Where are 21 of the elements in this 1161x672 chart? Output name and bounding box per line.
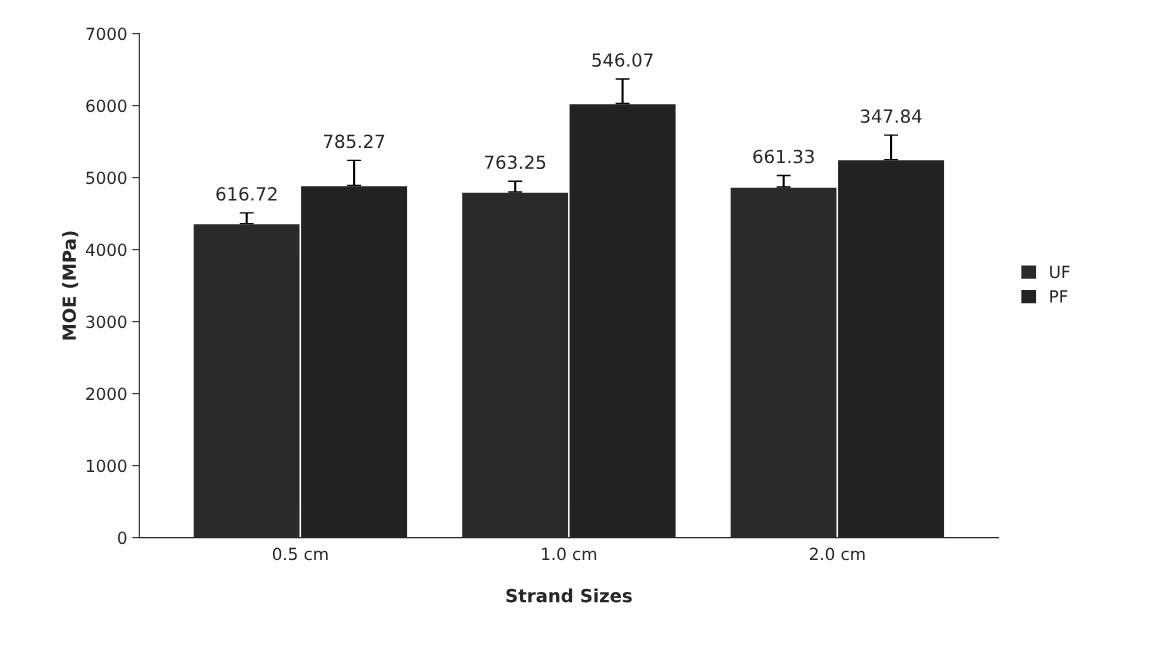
annotation: 661.33 — [753, 149, 814, 164]
y-tick-label: 1000 — [86, 459, 127, 473]
legend-label: PF — [1050, 290, 1068, 303]
annotation: 546.07 — [592, 53, 653, 67]
y-tick-label: 7000 — [86, 27, 127, 41]
x-tick-label: 1.0 cm — [542, 547, 597, 561]
annotation: 763.25 — [485, 155, 546, 170]
y-tick-label: 5000 — [86, 171, 127, 185]
annotation: 347.84 — [860, 109, 922, 123]
y-tick-label: 0 — [118, 531, 127, 545]
annotation: 616.72 — [216, 187, 277, 201]
x-tick-label: 2.0 cm — [809, 547, 865, 561]
y-tick-label: 4000 — [85, 243, 127, 257]
legend-label: UF — [1050, 265, 1070, 279]
x-axis-title: Strand Sizes — [506, 588, 632, 603]
x-tick-label: 0.5 cm — [272, 547, 328, 561]
y-tick-label: 3000 — [86, 315, 127, 329]
y-tick-label: 6000 — [86, 99, 127, 113]
y-axis-title: MOE (MPa) — [62, 231, 79, 340]
y-tick-label: 2000 — [86, 387, 127, 401]
annotation: 785.27 — [324, 134, 385, 149]
